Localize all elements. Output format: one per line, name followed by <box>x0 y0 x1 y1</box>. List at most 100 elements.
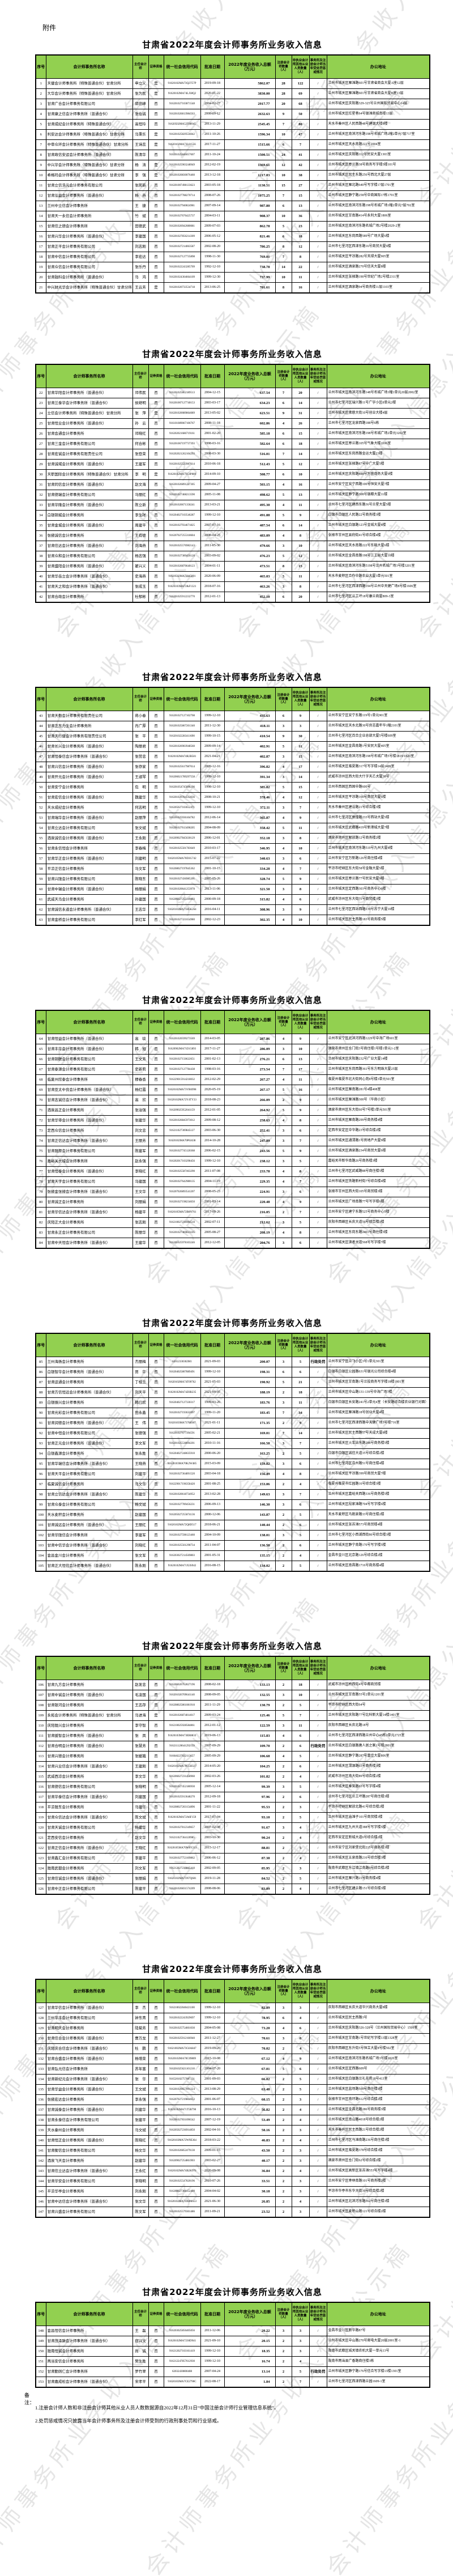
cell-revenue: 40.17 <box>224 2156 276 2166</box>
cell-firm-name: 甘肃立信浩元会计师事务有限公司 <box>45 180 133 191</box>
cell-penalty-status: / <box>309 1044 327 1055</box>
cell-approval-date: 2006-12-01 <box>200 833 225 844</box>
table-row: 47 甘肃恒泰信会计师事务所（普通合伙） 张劳忠否 91620102MA74R2B58… <box>35 751 430 762</box>
cell-other-staff-count: 14 <box>291 520 310 531</box>
cell-office-address: 兰州市七里河区西津东路16号商贸大厦9楼 <box>326 241 430 252</box>
revenue-table: 序号 会计师事务所名称 主任会计师 证券资格 统一社会信用代码 批准日期 2022年度业务收… <box>35 687 430 926</box>
column-header: 注册会计师数量（人） <box>275 1333 292 1357</box>
cell-approval-date: 2009-12-16 <box>200 762 225 772</box>
cell-credit-code: 916212247857612930 <box>163 2356 201 2367</box>
cell-credit-code: 916202017103298456 <box>163 1156 201 1167</box>
cell-office-address: 兰州市城关区庆阳路77号比科新大厦14楼1401室 <box>326 1710 430 1721</box>
cell-securities-qualification: 否 <box>148 490 164 500</box>
column-header: 批准日期 <box>200 54 225 79</box>
cell-securities-qualification: 否 <box>148 2074 164 2085</box>
page-title: 甘肃省2022年度会计师事务所业务收入信息 <box>142 1964 322 1974</box>
cell-approval-date: 2001-02-20 <box>200 428 225 439</box>
cell-cpa-count: 3 <box>275 541 292 551</box>
column-header: 办公地址 <box>326 1979 430 2003</box>
cell-approval-date: 2001-11-22 <box>200 1802 225 1813</box>
cell-seq: 5 <box>35 119 46 130</box>
cell-credit-code: 916201024304664109 <box>163 272 201 283</box>
cell-approval-date: 2005-05-26 <box>200 874 225 885</box>
cell-cpa-count: 2 <box>275 2346 292 2357</box>
cell-chief-accountant: 张登荣 <box>132 449 149 460</box>
cell-firm-name: 甘肃华岳立会计师事务所（普通合伙） <box>45 571 133 582</box>
cell-securities-qualification: 否 <box>148 418 164 429</box>
cell-cpa-count: 2 <box>275 2094 292 2105</box>
cell-firm-name: 兰州海扬会计师事务所 <box>45 1357 133 1367</box>
cell-credit-code: 916201027676425737 <box>163 211 201 222</box>
cell-securities-qualification: 是 <box>148 78 164 89</box>
cell-credit-code: 916204025807889491 <box>163 1367 201 1378</box>
table-row: 41 甘肃天之和会计师事务所（普通合伙） 张成玉否 91620103MA72&F132… <box>35 581 430 592</box>
cell-other-staff-count: 4 <box>291 2013 310 2024</box>
cell-seq: 121 <box>35 1833 46 1843</box>
cell-chief-accountant: 王建军 <box>132 459 149 470</box>
cell-office-address: 酒泉市肃州区仓门街3号商住楼1号楼1单元1-2室 <box>326 1044 430 1055</box>
cell-revenue: 43.50 <box>224 2145 276 2156</box>
cell-securities-qualification: 否 <box>148 2346 164 2357</box>
cell-seq: 32 <box>35 490 46 500</box>
cell-credit-code: 916206027255149803 <box>163 894 201 905</box>
cell-cpa-count: 2 <box>275 2186 292 2197</box>
cell-cpa-count: 4 <box>275 762 292 772</box>
table-row: 133 甘肃弘元信会计师事务所 苏年富否 916201025621101210 2004… <box>35 2064 430 2075</box>
cell-credit-code: 916201020618734952 <box>163 1489 201 1500</box>
cell-other-staff-count: 4 <box>291 2166 310 2177</box>
cell-approval-date: 1999-03-26 <box>200 1397 225 1408</box>
cell-approval-date: 1999-12-30 <box>200 272 225 283</box>
cell-firm-name: 甘肃中信会计师事务有限公司 <box>45 252 133 262</box>
cell-revenue: 130.79 <box>224 1700 276 1711</box>
cell-office-address: 金昌市金川区北京路126号综合楼2楼 <box>326 1550 430 1561</box>
cell-other-staff-count: 7 <box>291 864 310 874</box>
cell-chief-accountant: 王丽芳 <box>132 1136 149 1146</box>
table-row: 29 甘肃诚域会计师事务所（普通合伙） 王建军否 916201025523987614… <box>35 459 430 470</box>
cell-securities-qualification: 否 <box>148 1105 164 1116</box>
table-row: 138 甘肃永泰信会计师事务有限公司 张建平否 916201027831096542 2… <box>35 2115 430 2126</box>
cell-revenue: 90.24 <box>224 1833 276 1843</box>
cell-securities-qualification: 否 <box>148 1085 164 1095</box>
table-row: 72 甘肃华审会计师事务所（普通合伙） 张建华否 916201026845973012… <box>35 1115 430 1126</box>
cell-approval-date: 2008-10-21 <box>200 792 225 803</box>
cell-office-address: 兰州市城关区张掖路87号中广大厦5楼 <box>326 459 430 470</box>
cell-revenue: 358.42 <box>224 823 276 834</box>
cell-cpa-count: 12 <box>275 160 292 171</box>
cell-securities-qualification: 否 <box>148 1761 164 1772</box>
cell-revenue: 243.56 <box>224 1146 276 1157</box>
cell-other-staff-count: 8 <box>291 833 310 844</box>
cell-credit-code: 91620105MA70D3G742 <box>163 853 201 864</box>
cell-cpa-count: 2 <box>275 2356 292 2367</box>
cell-seq: 151 <box>35 2356 46 2367</box>
cell-cpa-count: 2 <box>275 1802 292 1813</box>
cell-credit-code: 916201027831096542 <box>163 2115 201 2126</box>
table-row: 16 甘肃兴华会计师事务所（普通合伙） 李建国否 916201027856214309… <box>35 231 430 242</box>
cell-approval-date: 2009-09-14 <box>200 741 225 752</box>
cell-approval-date: 2015-03-09 <box>200 1459 225 1469</box>
cell-penalty-status: / <box>309 1812 327 1823</box>
cell-other-staff-count: 16 <box>291 479 310 490</box>
cell-penalty-status: / <box>309 1884 327 1895</box>
cell-firm-name: 甘肃金桥会计师事务有限公司 <box>45 915 133 926</box>
cell-revenue: 435.63 <box>224 711 276 721</box>
cell-securities-qualification: 否 <box>148 1782 164 1792</box>
cell-credit-code: 916201027745120368 <box>163 1146 201 1157</box>
cell-credit-code: 916207027219804653 <box>163 2094 201 2105</box>
cell-credit-code: 91620103MA72W9E364 <box>163 2135 201 2146</box>
cell-securities-qualification: 否 <box>148 551 164 562</box>
cell-cpa-count: 3 <box>275 1499 292 1510</box>
cell-approval-date: 2004-10-09 <box>200 1530 225 1541</box>
cell-penalty-status: / <box>309 221 327 232</box>
cell-securities-qualification: 否 <box>148 1540 164 1551</box>
cell-securities-qualification: 否 <box>148 190 164 201</box>
cell-penalty-status: / <box>309 1064 327 1075</box>
cell-chief-accountant: 张文华 <box>132 2196 149 2207</box>
cell-office-address: 兰州市七里河区西津西路兰园1609-1室 <box>326 2377 430 2388</box>
cell-seq: 33 <box>35 500 46 511</box>
cell-approval-date: 2005-11-08 <box>200 490 225 500</box>
cell-chief-accountant: 张劳忠 <box>132 751 149 762</box>
cell-cpa-count: 3 <box>275 1782 292 1792</box>
cell-cpa-count: 8 <box>275 561 292 572</box>
cell-office-address: 兰州市城关区麦积山路121号综合楼2楼 <box>326 2207 430 2218</box>
cell-chief-accountant: 杨建华 <box>132 1822 149 1833</box>
